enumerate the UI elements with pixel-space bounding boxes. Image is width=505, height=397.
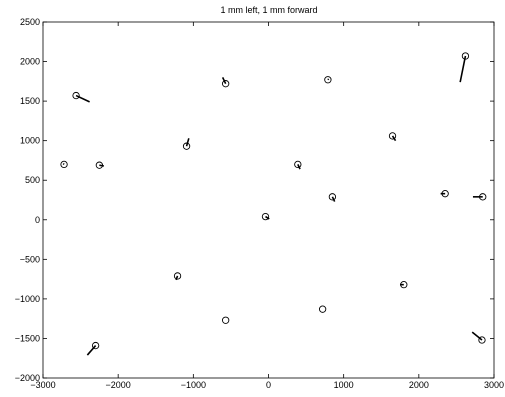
data-point-marker — [388, 132, 397, 140]
x-tick-label: 1000 — [334, 380, 354, 390]
data-point-marker — [261, 212, 270, 221]
y-tick-label: −1500 — [15, 333, 40, 343]
x-tick-label: 2000 — [409, 380, 429, 390]
y-tick-label: −1000 — [15, 294, 40, 304]
data-point-marker — [222, 80, 230, 88]
displacement-vector — [331, 196, 336, 202]
displacement-vector — [297, 164, 301, 170]
chart-title: 1 mm left, 1 mm forward — [220, 5, 317, 15]
y-tick-label: 1500 — [20, 96, 40, 106]
data-point-marker — [91, 341, 100, 350]
y-tick-label: 0 — [35, 215, 40, 225]
y-tick-label: 2500 — [20, 17, 40, 27]
displacement-vector — [99, 164, 105, 167]
displacement-vector — [265, 215, 270, 220]
data-point-marker — [72, 91, 80, 100]
displacement-vector — [75, 94, 90, 103]
displacement-vector — [185, 138, 190, 147]
data-points — [60, 52, 487, 356]
y-tick-label: 500 — [25, 175, 40, 185]
displacement-vector — [221, 77, 227, 85]
y-tick-label: −2000 — [15, 373, 40, 383]
displacement-vector — [62, 163, 65, 165]
displacement-vector — [327, 78, 330, 81]
displacement-vector — [471, 331, 483, 341]
data-point-marker — [324, 76, 332, 84]
data-point-marker — [328, 193, 337, 201]
x-tick-label: −1000 — [181, 380, 206, 390]
plot-area-frame — [42, 21, 495, 379]
displacement-vector — [175, 275, 179, 281]
x-tick-label: 3000 — [484, 380, 504, 390]
displacement-vector — [391, 135, 397, 142]
data-point-marker — [182, 142, 191, 150]
data-point-marker — [318, 305, 327, 313]
y-tick-label: 1000 — [20, 136, 40, 146]
y-tick-label: −500 — [20, 254, 40, 264]
data-point-marker — [60, 160, 68, 169]
axis-ticks: −3000 −2000 −1000 0 1000 2000 3000−2000−1500−1… — [15, 17, 504, 390]
displacement-vector — [459, 55, 467, 83]
data-point-marker — [294, 160, 302, 169]
data-point-marker — [173, 272, 182, 280]
displacement-vector — [86, 345, 97, 356]
data-point-marker — [222, 316, 230, 324]
y-tick-label: 2000 — [20, 57, 40, 67]
data-point-marker — [478, 336, 486, 344]
x-tick-label: −2000 — [106, 380, 131, 390]
x-tick-label: 0 — [266, 380, 271, 390]
x-tick-label: −3000 — [30, 380, 55, 390]
